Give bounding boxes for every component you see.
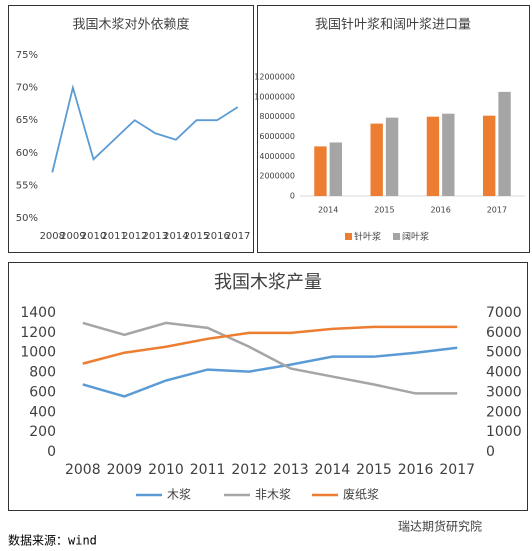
series-line <box>82 321 458 395</box>
x-tick-label: 2014 <box>315 462 351 478</box>
y2-tick-label: 3000 <box>486 384 522 400</box>
series-line <box>82 325 458 365</box>
legend-swatch <box>345 233 352 240</box>
y-tick-label: 1400 <box>20 305 56 321</box>
x-tick-label: 2015 <box>374 206 394 215</box>
x-tick-label: 2014 <box>163 231 188 242</box>
legend-label: 废纸浆 <box>343 487 379 502</box>
x-tick-label: 2010 <box>81 231 106 242</box>
legend-label: 阔叶浆 <box>402 231 429 243</box>
y2-tick-label: 6000 <box>486 325 522 341</box>
source-note: 数据来源：wind <box>8 533 97 548</box>
x-tick-label: 2016 <box>430 206 450 215</box>
x-tick-label: 2008 <box>65 462 101 478</box>
y-tick-label: 75% <box>16 50 38 61</box>
x-tick-label: 2016 <box>398 462 434 478</box>
bar <box>426 116 440 196</box>
y-tick-label: 1000 <box>20 345 56 361</box>
y-tick-label: 200 <box>29 424 56 440</box>
watermark: 瑞达期货研究院 <box>398 519 482 534</box>
x-tick-label: 2017 <box>487 206 507 215</box>
y-tick-label: 10000000 <box>254 92 295 101</box>
y-tick-label: 0 <box>290 192 295 201</box>
bar <box>385 117 399 196</box>
y-tick-label: 65% <box>16 115 38 126</box>
chart-title: 我国木浆产量 <box>214 272 322 293</box>
x-tick-label: 2011 <box>101 231 126 242</box>
y-tick-label: 50% <box>16 213 38 224</box>
x-tick-label: 2009 <box>107 462 143 478</box>
y2-tick-label: 4000 <box>486 365 522 381</box>
y2-tick-label: 1000 <box>486 424 522 440</box>
y-tick-label: 800 <box>29 365 56 381</box>
y-tick-label: 60% <box>16 148 38 159</box>
chart-title: 我国针叶浆和阔叶浆进口量 <box>315 18 471 33</box>
y-tick-label: 2000000 <box>259 172 295 181</box>
y-tick-label: 4000000 <box>259 152 295 161</box>
series-line <box>82 346 458 398</box>
x-tick-label: 2010 <box>148 462 184 478</box>
y2-tick-label: 0 <box>486 444 495 460</box>
series-line <box>51 84 239 173</box>
y-tick-label: 400 <box>29 404 56 420</box>
x-tick-label: 2017 <box>225 231 250 242</box>
bar <box>483 115 496 196</box>
x-tick-label: 2017 <box>439 462 475 478</box>
chart-frame <box>8 262 528 511</box>
x-tick-label: 2015 <box>356 462 392 478</box>
x-tick-label: 2008 <box>40 231 65 242</box>
bar <box>498 91 511 196</box>
x-tick-label: 2012 <box>122 231 147 242</box>
legend-label: 针叶浆 <box>354 231 381 243</box>
y2-tick-label: 2000 <box>486 404 522 420</box>
legend-swatch <box>393 233 400 240</box>
x-tick-label: 2013 <box>143 231 168 242</box>
x-tick-label: 2009 <box>60 231 85 242</box>
y-tick-label: 0 <box>47 444 56 460</box>
x-tick-label: 2016 <box>204 231 229 242</box>
bar <box>370 123 383 196</box>
legend-label: 非木浆 <box>255 487 291 502</box>
y-tick-label: 600 <box>29 384 56 400</box>
bar <box>314 146 327 196</box>
y-tick-label: 55% <box>16 180 38 191</box>
x-tick-label: 2012 <box>231 462 267 478</box>
chart-frame <box>8 5 254 253</box>
y-tick-label: 6000000 <box>259 132 295 141</box>
y-tick-label: 8000000 <box>259 112 295 121</box>
x-tick-label: 2014 <box>318 206 338 215</box>
y2-tick-label: 7000 <box>486 305 522 321</box>
y2-tick-label: 5000 <box>486 345 522 361</box>
y-tick-label: 70% <box>16 83 38 94</box>
y-tick-label: 12000000 <box>254 73 295 82</box>
x-tick-label: 2011 <box>190 462 226 478</box>
bar <box>442 113 455 196</box>
x-tick-label: 2015 <box>184 231 209 242</box>
bar <box>329 142 342 196</box>
chart-title: 我国木浆对外依赖度 <box>72 17 189 33</box>
legend-label: 木浆 <box>167 487 191 502</box>
y-tick-label: 1200 <box>20 325 56 341</box>
x-tick-label: 2013 <box>273 462 309 478</box>
